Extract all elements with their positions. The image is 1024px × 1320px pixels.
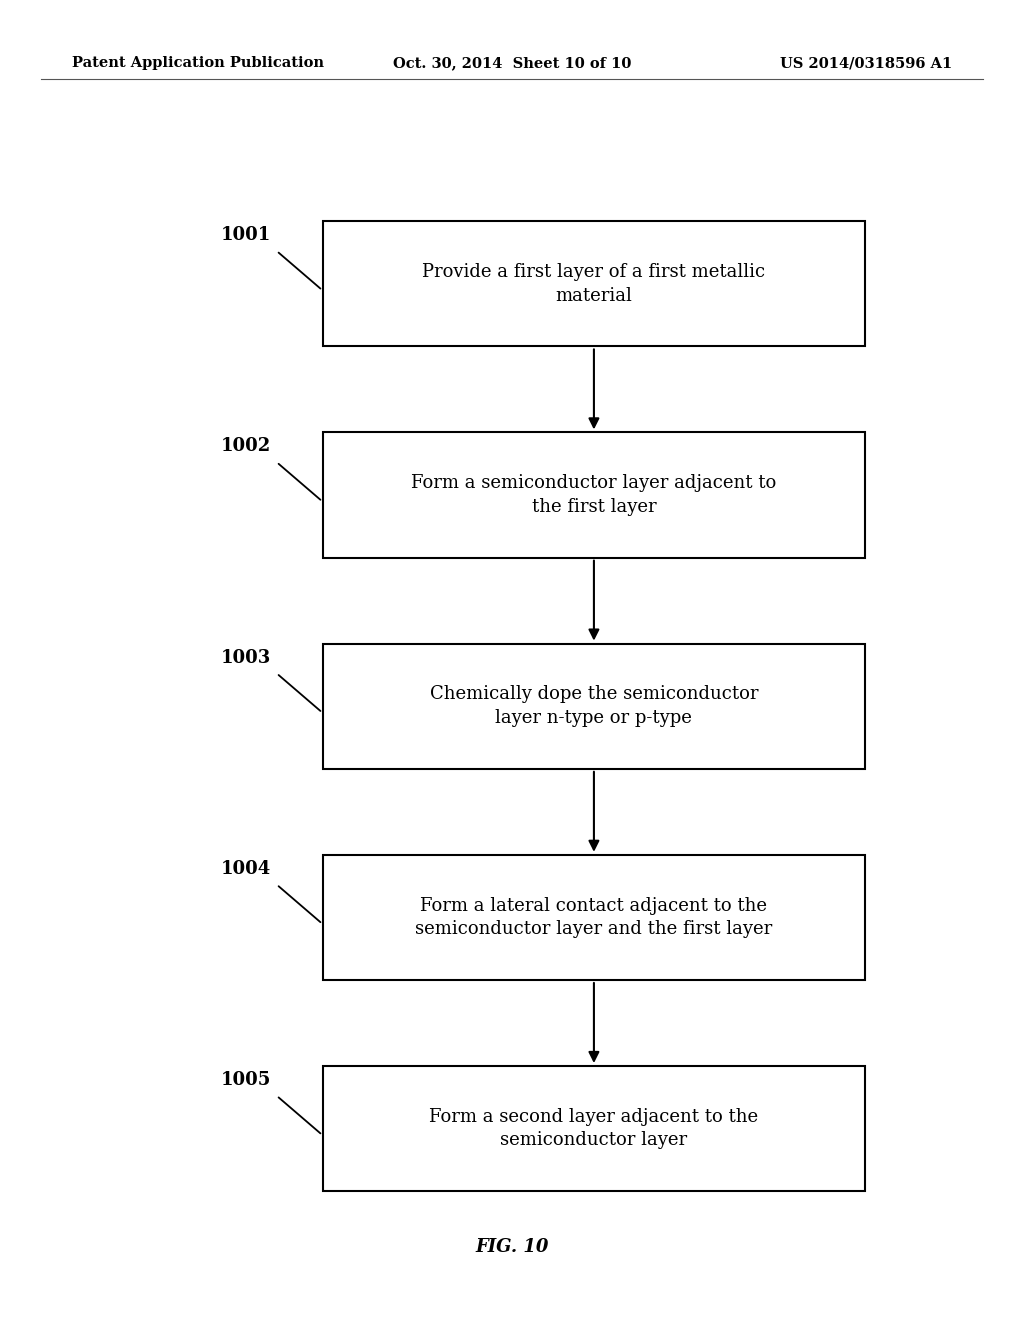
Text: 1001: 1001 <box>221 226 271 244</box>
Text: US 2014/0318596 A1: US 2014/0318596 A1 <box>780 57 952 70</box>
Text: 1002: 1002 <box>221 437 271 455</box>
Text: Patent Application Publication: Patent Application Publication <box>72 57 324 70</box>
Text: Provide a first layer of a first metallic
material: Provide a first layer of a first metalli… <box>422 263 766 305</box>
Bar <box>323 855 865 979</box>
Bar <box>323 433 865 557</box>
Bar <box>323 644 865 768</box>
Text: FIG. 10: FIG. 10 <box>475 1238 549 1257</box>
Text: 1005: 1005 <box>221 1071 271 1089</box>
Text: Form a lateral contact adjacent to the
semiconductor layer and the first layer: Form a lateral contact adjacent to the s… <box>416 896 772 939</box>
Bar <box>323 1067 865 1191</box>
Text: Form a semiconductor layer adjacent to
the first layer: Form a semiconductor layer adjacent to t… <box>412 474 776 516</box>
Text: Oct. 30, 2014  Sheet 10 of 10: Oct. 30, 2014 Sheet 10 of 10 <box>393 57 631 70</box>
Text: 1004: 1004 <box>221 859 271 878</box>
Bar <box>323 220 865 346</box>
Text: Chemically dope the semiconductor
layer n-type or p-type: Chemically dope the semiconductor layer … <box>430 685 758 727</box>
Text: 1003: 1003 <box>221 648 271 667</box>
Text: Form a second layer adjacent to the
semiconductor layer: Form a second layer adjacent to the semi… <box>429 1107 759 1150</box>
